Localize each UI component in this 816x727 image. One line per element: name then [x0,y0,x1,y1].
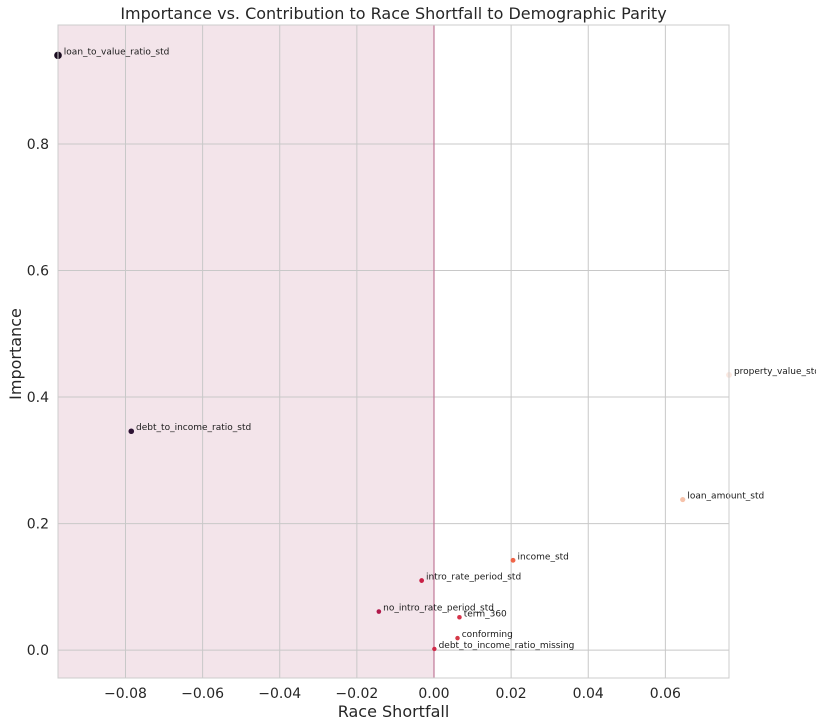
x-tick-label: 0.04 [573,686,604,702]
x-axis-label: Race Shortfall [338,702,450,721]
tick-labels: −0.08 −0.06 −0.04 −0.02 0.00 0.02 0.04 0.06 0.0 0… [27,137,681,702]
x-tick-label: 0.00 [418,686,449,702]
plot-frame [57,24,730,679]
x-tick-label: 0.02 [496,686,527,702]
y-tick-label: 0.6 [27,264,49,280]
x-tick-label: 0.06 [650,686,681,702]
data-point-label: intro_rate_period_std [426,573,521,583]
data-point [457,614,462,620]
y-tick-label: 0.8 [27,137,49,153]
data-point [432,646,437,652]
data-point-label: debt_to_income_ratio_std [136,423,251,433]
data-point-label: property_value_std [734,367,816,377]
data-point-label: debt_to_income_ratio_missing [439,641,575,651]
data-point-label: term_360 [464,609,507,619]
grid-lines [58,25,729,678]
point-labels: loan_to_value_ratio_std debt_to_income_ra… [64,47,816,651]
y-tick-label: 0.4 [27,390,49,406]
plot-background [58,25,729,678]
x-tick-label: −0.04 [258,686,301,702]
y-axis-label: Importance [6,308,25,400]
data-point [680,496,686,503]
x-tick-label: −0.06 [181,686,224,702]
data-point [455,635,460,641]
data-point-label: no_intro_rate_period_std [383,604,494,614]
x-tick-label: −0.02 [335,686,378,702]
data-point-label: income_std [517,552,568,562]
data-point [376,609,382,614]
data-point-label: loan_to_value_ratio_std [64,47,170,57]
data-point-label: loan_amount_std [687,492,764,502]
x-tick-label: −0.08 [104,686,147,702]
chart-title: Importance vs. Contribution to Race Shor… [120,4,666,23]
y-tick-label: 0.0 [27,643,49,659]
data-point [510,557,516,563]
data-point [419,578,425,583]
data-point-label: conforming [462,630,513,640]
negative-shortfall-region [58,25,434,678]
data-points [54,51,732,652]
y-tick-label: 0.2 [27,517,49,533]
data-point [128,428,135,435]
